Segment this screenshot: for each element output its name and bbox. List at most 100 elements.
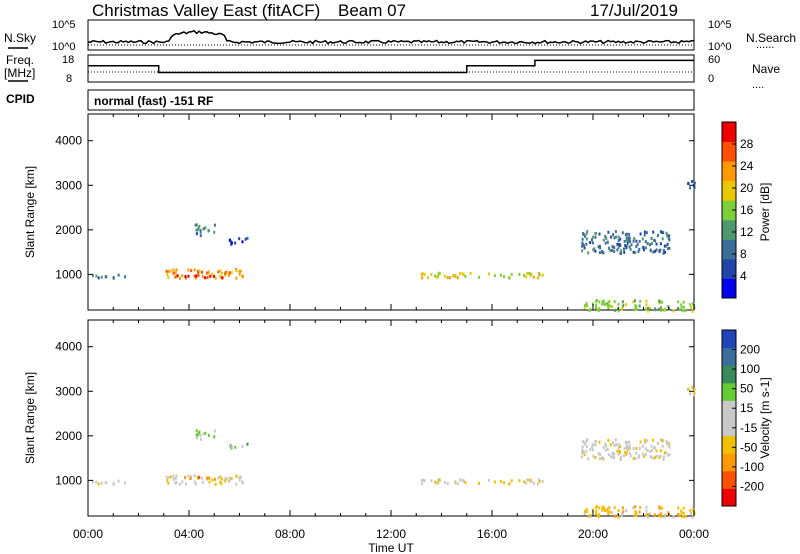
colorbar-segment bbox=[722, 219, 736, 240]
scatter-cell bbox=[104, 481, 107, 485]
scatter-cell bbox=[436, 481, 439, 485]
colorbar-tick-label: 15 bbox=[740, 401, 754, 415]
colorbar-segment bbox=[722, 180, 736, 201]
scatter-cell bbox=[606, 240, 609, 244]
scatter-cell bbox=[462, 479, 465, 483]
scatter-cell bbox=[693, 387, 696, 391]
scatter-cell bbox=[167, 275, 170, 279]
scatter-cell bbox=[591, 448, 594, 452]
scatter-cell bbox=[668, 234, 671, 238]
y-tick-label: 2000 bbox=[55, 223, 82, 237]
scatter-cell bbox=[592, 235, 595, 239]
scatter-cell bbox=[655, 454, 658, 458]
scatter-cell bbox=[633, 514, 636, 518]
scatter-cell bbox=[655, 242, 658, 246]
scatter-cell bbox=[614, 438, 617, 442]
scatter-cell bbox=[478, 481, 481, 485]
scatter-cell bbox=[654, 249, 657, 253]
colorbar-segment bbox=[722, 382, 736, 401]
scatter-cell bbox=[228, 273, 230, 277]
date-label: 17/Jul/2019 bbox=[590, 1, 678, 20]
scatter-cell bbox=[649, 248, 652, 252]
scatter-cell bbox=[678, 514, 681, 518]
scatter-cell bbox=[595, 306, 597, 310]
scatter-cell bbox=[635, 245, 638, 248]
scatter-cell bbox=[434, 274, 437, 278]
scatter-cell bbox=[437, 480, 440, 484]
scatter-cell bbox=[658, 299, 661, 303]
scatter-cell bbox=[91, 480, 94, 484]
scatter-cell bbox=[499, 480, 502, 483]
scatter-cell bbox=[684, 515, 687, 518]
scatter-cell bbox=[613, 246, 616, 249]
scatter-cell bbox=[585, 440, 588, 444]
figure-title: Christmas Valley East (fitACF) bbox=[92, 1, 320, 20]
y-tick-label: 1000 bbox=[55, 473, 82, 487]
scatter-cell bbox=[629, 447, 632, 451]
scatter-cell bbox=[609, 248, 612, 252]
scatter-cell bbox=[687, 181, 690, 185]
scatter-cell bbox=[641, 237, 644, 241]
scatter-cell bbox=[649, 454, 652, 458]
scatter-cell bbox=[663, 451, 666, 455]
scatter-cell bbox=[693, 393, 696, 397]
scatter-cell bbox=[195, 232, 198, 236]
scatter-cell bbox=[650, 236, 653, 240]
scatter-cell bbox=[204, 431, 207, 435]
scatter-cell bbox=[594, 439, 597, 443]
scatter-cell bbox=[680, 511, 683, 515]
colorbar-tick-label: 28 bbox=[740, 137, 754, 151]
scatter-cell bbox=[421, 482, 424, 486]
scatter-cell bbox=[421, 272, 424, 276]
noise-right-tick-bottom: 10^0 bbox=[708, 41, 732, 53]
scatter-cell bbox=[667, 305, 670, 309]
scatter-cell bbox=[198, 269, 201, 273]
scatter-cell bbox=[645, 246, 647, 250]
scatter-cell bbox=[235, 276, 238, 280]
scatter-cell bbox=[598, 232, 601, 236]
colorbar-segment bbox=[722, 453, 736, 472]
scatter-cell bbox=[608, 304, 611, 308]
scatter-cell bbox=[207, 433, 210, 437]
scatter-cell bbox=[95, 274, 98, 278]
scatter-cell bbox=[437, 271, 440, 275]
scatter-cell bbox=[187, 274, 190, 278]
scatter-cell bbox=[663, 514, 666, 518]
scatter-cell bbox=[581, 451, 584, 455]
scatter-cell bbox=[97, 276, 100, 280]
scatter-cell bbox=[601, 508, 604, 512]
scatter-cell bbox=[423, 272, 426, 276]
scatter-cell bbox=[625, 303, 628, 307]
scatter-cell bbox=[464, 274, 467, 278]
x-tick-label: 08:00 bbox=[275, 527, 305, 541]
scatter-cell bbox=[526, 272, 529, 275]
nave-dotted-marker: .... bbox=[752, 79, 764, 91]
scatter-cell bbox=[654, 514, 657, 518]
scatter-cell bbox=[645, 439, 648, 443]
scatter-cell bbox=[175, 474, 178, 478]
scatter-cell bbox=[606, 508, 609, 512]
scatter-cell bbox=[201, 480, 204, 484]
scatter-cell bbox=[637, 249, 640, 253]
scatter-cell bbox=[624, 441, 627, 444]
scatter-cell bbox=[613, 250, 616, 254]
scatter-cell bbox=[446, 482, 449, 486]
velocity-ylabel: Slant Range [km] bbox=[23, 372, 37, 464]
scatter-cell bbox=[637, 456, 640, 460]
scatter-cell bbox=[617, 239, 620, 242]
scatter-cell bbox=[690, 511, 692, 515]
scatter-cell bbox=[197, 274, 200, 277]
scatter-cell bbox=[583, 453, 586, 456]
scatter-cell bbox=[582, 450, 585, 454]
scatter-cell bbox=[585, 507, 588, 511]
scatter-cell bbox=[621, 300, 624, 304]
y-tick-label: 4000 bbox=[55, 340, 82, 354]
scatter-cell bbox=[664, 250, 666, 254]
scatter-cell bbox=[629, 454, 632, 458]
scatter-cell bbox=[680, 303, 683, 307]
scatter-cell bbox=[656, 441, 659, 445]
scatter-cell bbox=[587, 457, 590, 461]
power-panel bbox=[87, 113, 695, 311]
velocity-scatter bbox=[91, 385, 696, 519]
scatter-cell bbox=[224, 479, 226, 483]
